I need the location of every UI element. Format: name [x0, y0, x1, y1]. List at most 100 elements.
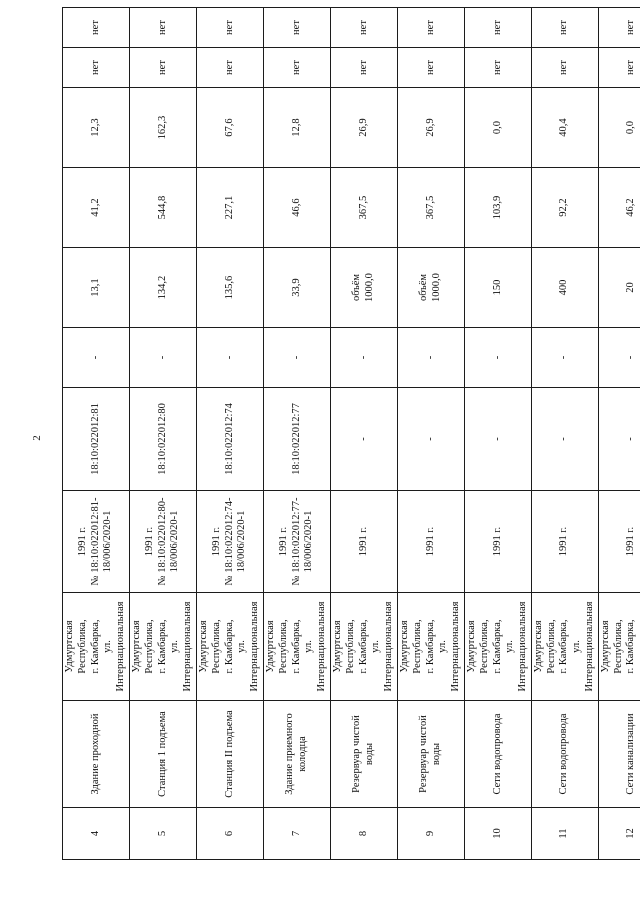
- value-3-cell: 26,9: [330, 87, 398, 168]
- value-3-cell: 0,0: [464, 87, 532, 168]
- table-body: 4 Здание проходной Удмуртская Республика, …: [62, 7, 640, 860]
- registration-record-cell: 1991 г. № 18:10:022012:74- 18/006/2020-1: [196, 490, 264, 593]
- registration-record-cell: 1991 г.: [330, 490, 398, 593]
- restriction-2-cell: нет: [263, 7, 331, 48]
- value-2-cell: 46,6: [263, 167, 331, 248]
- cadastral-number-cell: -: [397, 387, 465, 491]
- cadastral-number-cell: 18:10:022012:77: [263, 387, 331, 491]
- address-cell: Удмуртская Республика, г. Камбарка, ул. …: [129, 592, 197, 701]
- property-inventory-table: 4 Здание проходной Удмуртская Республика, …: [62, 7, 640, 860]
- object-name-cell: Здание проходной: [62, 700, 130, 808]
- table-row: 7 Здание приемного колодца Удмуртская Респ…: [263, 7, 331, 860]
- table-row: 12 Сети канализации Удмуртская Республика,…: [598, 7, 640, 860]
- address-cell: Удмуртская Республика, г. Камбарка, ул. …: [330, 592, 398, 701]
- restriction-2-cell: нет: [397, 7, 465, 48]
- table-row: 11 Сети водопровода Удмуртская Республика,…: [531, 7, 599, 860]
- restriction-1-cell: нет: [531, 47, 599, 88]
- address-cell: Удмуртская Республика, г. Камбарка, ул. …: [397, 592, 465, 701]
- encumbrance-cell: -: [531, 327, 599, 388]
- cadastral-number-cell: -: [464, 387, 532, 491]
- row-number-cell: 10: [464, 807, 532, 860]
- restriction-1-cell: нет: [129, 47, 197, 88]
- value-3-cell: 0,0: [598, 87, 640, 168]
- registration-record-cell: 1991 г. № 18:10:022012:80- 18/006/2020-1: [129, 490, 197, 593]
- restriction-2-cell: нет: [464, 7, 532, 48]
- registration-record-cell: 1991 г. № 18:10:022012:77- 18/006/2020-1: [263, 490, 331, 593]
- value-2-cell: 46,2: [598, 167, 640, 248]
- table-row: 5 Станция 1 подъема Удмуртская Республика,…: [129, 7, 197, 860]
- object-name-cell: Сети водопровода: [464, 700, 532, 808]
- value-1-cell: 135,6: [196, 247, 264, 328]
- address-cell: Удмуртская Республика, г. Камбарка, ул. …: [196, 592, 264, 701]
- row-number-cell: 4: [62, 807, 130, 860]
- value-1-cell: 13,1: [62, 247, 130, 328]
- value-2-cell: 103,9: [464, 167, 532, 248]
- table-row: 6 Станция II подъема Удмуртская Республика…: [196, 7, 264, 860]
- table-row: 4 Здание проходной Удмуртская Республика, …: [62, 7, 130, 860]
- encumbrance-cell: -: [598, 327, 640, 388]
- object-name-cell: Резервуар чистой воды: [330, 700, 398, 808]
- restriction-2-cell: нет: [129, 7, 197, 48]
- cadastral-number-cell: 18:10:022012:74: [196, 387, 264, 491]
- address-cell: Удмуртская Республика, г. Камбарка, ул. …: [62, 592, 130, 701]
- object-name-cell: Сети водопровода: [531, 700, 599, 808]
- page-number: 2: [30, 435, 43, 441]
- restriction-2-cell: нет: [330, 7, 398, 48]
- registration-record-cell: 1991 г. № 18:10:022012:81- 18/006/2020-1: [62, 490, 130, 593]
- object-name-cell: Станция 1 подъема: [129, 700, 197, 808]
- restriction-1-cell: нет: [196, 47, 264, 88]
- encumbrance-cell: -: [397, 327, 465, 388]
- object-name-cell: Сети канализации: [598, 700, 640, 808]
- table-row: 9 Резервуар чистой воды Удмуртская Республ…: [397, 7, 465, 860]
- value-3-cell: 67,6: [196, 87, 264, 168]
- restriction-2-cell: нет: [196, 7, 264, 48]
- value-3-cell: 40,4: [531, 87, 599, 168]
- restriction-2-cell: нет: [531, 7, 599, 48]
- encumbrance-cell: -: [62, 327, 130, 388]
- row-number-cell: 8: [330, 807, 398, 860]
- cadastral-number-cell: 18:10:022012:80: [129, 387, 197, 491]
- rotated-table-inner: 4 Здание проходной Удмуртская Республика, …: [62, 7, 640, 860]
- restriction-1-cell: нет: [464, 47, 532, 88]
- encumbrance-cell: -: [330, 327, 398, 388]
- table-row: 8 Резервуар чистой воды Удмуртская Республ…: [330, 7, 398, 860]
- object-name-cell: Резервуар чистой воды: [397, 700, 465, 808]
- value-1-cell: 150: [464, 247, 532, 328]
- row-number-cell: 11: [531, 807, 599, 860]
- address-cell: Удмуртская Республика, г. Камбарка, ул. …: [263, 592, 331, 701]
- restriction-1-cell: нет: [263, 47, 331, 88]
- restriction-1-cell: нет: [598, 47, 640, 88]
- cadastral-number-cell: -: [531, 387, 599, 491]
- restriction-1-cell: нет: [62, 47, 130, 88]
- table-row: 10 Сети водопровода Удмуртская Республика,…: [464, 7, 532, 860]
- restriction-2-cell: нет: [598, 7, 640, 48]
- value-2-cell: 227,1: [196, 167, 264, 248]
- encumbrance-cell: -: [464, 327, 532, 388]
- encumbrance-cell: -: [196, 327, 264, 388]
- address-cell: Удмуртская Республика, г. Камбарка, ул. …: [531, 592, 599, 701]
- value-2-cell: 41,2: [62, 167, 130, 248]
- cadastral-number-cell: -: [598, 387, 640, 491]
- encumbrance-cell: -: [129, 327, 197, 388]
- value-3-cell: 12,3: [62, 87, 130, 168]
- encumbrance-cell: -: [263, 327, 331, 388]
- restriction-1-cell: нет: [330, 47, 398, 88]
- cadastral-number-cell: -: [330, 387, 398, 491]
- row-number-cell: 6: [196, 807, 264, 860]
- value-2-cell: 367,5: [397, 167, 465, 248]
- value-3-cell: 162,3: [129, 87, 197, 168]
- value-2-cell: 544,8: [129, 167, 197, 248]
- object-name-cell: Станция II подъема: [196, 700, 264, 808]
- row-number-cell: 7: [263, 807, 331, 860]
- value-1-cell: 33,9: [263, 247, 331, 328]
- address-cell: Удмуртская Республика, г. Камбарка, ул. …: [464, 592, 532, 701]
- object-name-cell: Здание приемного колодца: [263, 700, 331, 808]
- rotated-table-wrapper: 4 Здание проходной Удмуртская Республика, …: [62, 7, 640, 860]
- value-1-cell: объём 1000,0: [330, 247, 398, 328]
- registration-record-cell: 1991 г.: [464, 490, 532, 593]
- value-1-cell: 20: [598, 247, 640, 328]
- registration-record-cell: 1991 г.: [531, 490, 599, 593]
- row-number-cell: 9: [397, 807, 465, 860]
- registration-record-cell: 1991 г.: [397, 490, 465, 593]
- value-1-cell: объём 1000,0: [397, 247, 465, 328]
